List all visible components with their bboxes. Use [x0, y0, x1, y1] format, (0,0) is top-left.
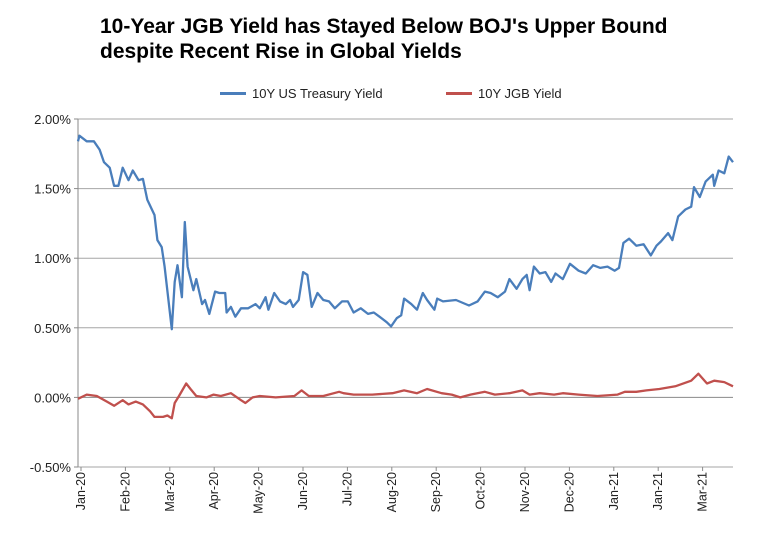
- x-tick-label: Oct-20: [474, 472, 488, 510]
- x-tick-label: Mar-20: [163, 472, 177, 512]
- x-tick-label: Jan-21: [651, 472, 665, 510]
- x-tick-label: Sep-20: [429, 472, 443, 512]
- x-tick-label: Feb-20: [118, 472, 132, 512]
- legend-label-us-treasury: 10Y US Treasury Yield: [252, 86, 383, 101]
- legend-item-jgb: 10Y JGB Yield: [446, 86, 562, 101]
- y-tick-label: 1.50%: [34, 182, 71, 197]
- x-tick-label: Apr-20: [207, 472, 221, 510]
- x-tick-label: Aug-20: [385, 472, 399, 512]
- y-tick-label: 0.50%: [34, 321, 71, 336]
- series-line-us-treasury: [76, 134, 734, 331]
- y-tick-label: -0.50%: [30, 460, 72, 475]
- x-tick-label: Jul-20: [340, 472, 354, 506]
- x-tick-label: Dec-20: [562, 472, 576, 512]
- x-tick-label: Jun-20: [296, 472, 310, 510]
- legend-item-us-treasury: 10Y US Treasury Yield: [220, 86, 383, 101]
- x-tick-label: Jan-20: [74, 472, 88, 510]
- y-tick-label: 0.00%: [34, 390, 71, 405]
- x-tick-label: Mar-21: [696, 472, 710, 512]
- series-line-jgb: [77, 372, 734, 420]
- legend-label-jgb: 10Y JGB Yield: [478, 86, 562, 101]
- x-tick-label: May-20: [252, 472, 266, 514]
- y-tick-label: 2.00%: [34, 112, 71, 127]
- legend-swatch-us-treasury: [220, 92, 246, 95]
- legend-swatch-jgb: [446, 92, 472, 95]
- x-tick-label: Nov-20: [518, 472, 532, 512]
- chart-title: 10-Year JGB Yield has Stayed Below BOJ's…: [100, 15, 668, 63]
- x-tick-label: Jan-21: [607, 472, 621, 510]
- y-tick-label: 1.00%: [34, 251, 71, 266]
